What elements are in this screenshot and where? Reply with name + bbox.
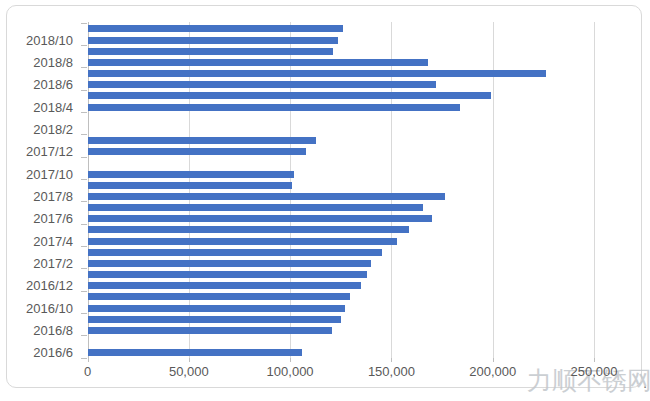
category-axis-tick	[81, 23, 87, 24]
bar	[88, 238, 397, 245]
category-axis-tick	[81, 90, 87, 91]
category-axis-tick	[81, 335, 87, 336]
bar	[88, 81, 436, 88]
x-axis-tick-label: 250,000	[554, 364, 634, 379]
bar	[88, 260, 371, 267]
bar	[88, 137, 316, 144]
x-axis-tick-label: 100,000	[250, 364, 330, 379]
bar	[88, 25, 343, 32]
category-axis-tick	[81, 358, 87, 359]
category-axis-tick	[81, 201, 87, 202]
category-axis-tick	[81, 313, 87, 314]
bar	[88, 305, 345, 312]
bar	[88, 316, 341, 323]
bar	[88, 193, 445, 200]
x-axis-tick-label: 0	[48, 364, 128, 379]
y-axis-tick-label: 2016/8	[0, 323, 73, 338]
y-axis-tick-label: 2017/6	[0, 211, 73, 226]
category-axis-tick	[81, 112, 87, 113]
bar	[88, 327, 332, 334]
bar	[88, 271, 367, 278]
x-axis-tick-label: 50,000	[149, 364, 229, 379]
y-axis-tick-label: 2017/10	[0, 167, 73, 182]
category-axis-tick	[81, 134, 87, 135]
bar	[88, 59, 428, 66]
y-axis-tick-label: 2018/6	[0, 77, 73, 92]
value-axis-tick	[493, 358, 494, 362]
y-axis-tick-label: 2018/2	[0, 122, 73, 137]
category-axis-tick	[81, 291, 87, 292]
bar	[88, 249, 382, 256]
bar	[88, 226, 409, 233]
category-axis-tick	[81, 157, 87, 158]
category-axis-tick	[81, 67, 87, 68]
category-axis-tick	[81, 246, 87, 247]
value-axis-tick	[290, 358, 291, 362]
bar	[88, 349, 302, 356]
y-axis-tick-label: 2017/12	[0, 144, 73, 159]
y-axis-tick-label: 2018/4	[0, 100, 73, 115]
category-axis-tick	[81, 179, 87, 180]
bar	[88, 215, 432, 222]
corner-dot: .	[643, 374, 647, 391]
y-axis-tick-label: 2017/8	[0, 189, 73, 204]
y-axis-tick-label: 2017/4	[0, 234, 73, 249]
category-axis-tick	[81, 268, 87, 269]
value-axis-tick	[594, 358, 595, 362]
bar	[88, 48, 333, 55]
y-axis-tick-label: 2016/6	[0, 345, 73, 360]
bar	[88, 37, 338, 44]
bar	[88, 70, 546, 77]
y-axis-tick-label: 2018/8	[0, 55, 73, 70]
y-axis-tick-label: 2018/10	[0, 33, 73, 48]
y-axis-tick-label: 2017/2	[0, 256, 73, 271]
value-axis-tick	[189, 358, 190, 362]
bar	[88, 92, 491, 99]
y-axis-tick-label: 2016/12	[0, 278, 73, 293]
bar	[88, 148, 306, 155]
bar	[88, 182, 292, 189]
x-axis-tick-label: 150,000	[351, 364, 431, 379]
x-axis-tick-label: 200,000	[453, 364, 533, 379]
bar	[88, 171, 294, 178]
bar	[88, 204, 423, 211]
chart-screenshot: 0 50,000 100,000 150,000 200,000 250,000 2018/…	[0, 0, 650, 401]
bar	[88, 104, 460, 111]
gridline	[594, 22, 595, 358]
bar	[88, 293, 350, 300]
category-axis-tick	[81, 45, 87, 46]
value-axis-tick	[391, 358, 392, 362]
category-axis-tick	[81, 224, 87, 225]
y-axis-tick-label: 2016/10	[0, 301, 73, 316]
bar	[88, 282, 361, 289]
value-axis-tick	[88, 358, 89, 362]
